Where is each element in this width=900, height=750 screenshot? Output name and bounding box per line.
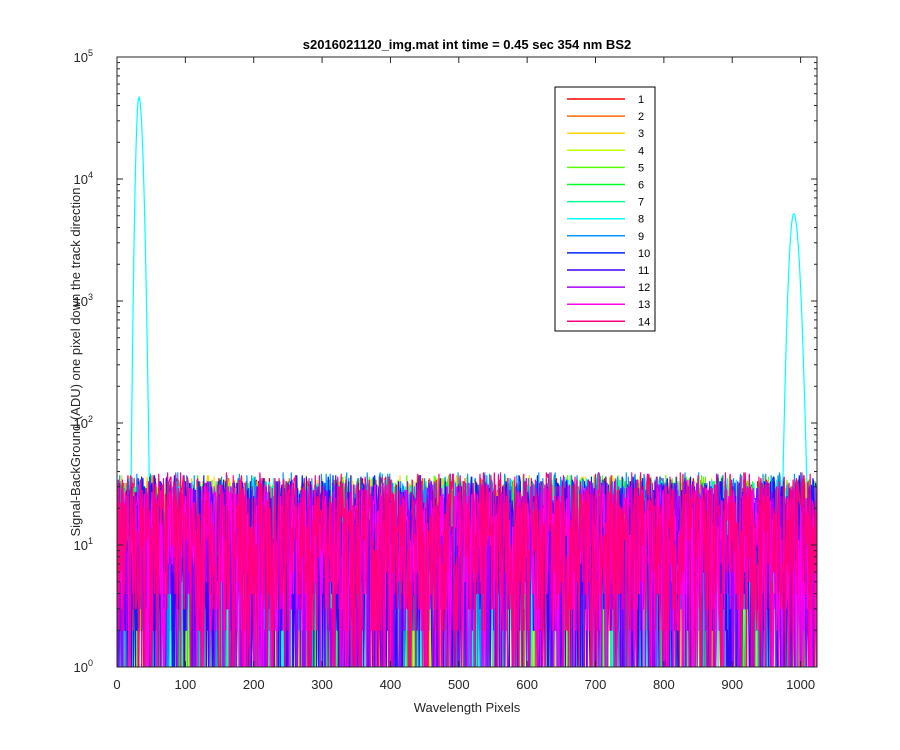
legend-label-12: 12 [638, 282, 650, 294]
y-tick-label: 103 [74, 292, 93, 309]
y-tick-label: 100 [74, 658, 93, 675]
legend-box [554, 86, 656, 332]
x-tick-label: 100 [175, 677, 197, 692]
x-axis-label: Wavelength Pixels [414, 700, 521, 715]
legend-label-3: 3 [638, 128, 644, 140]
x-tick-label: 200 [243, 677, 265, 692]
legend-label-9: 9 [638, 231, 644, 243]
y-tick-label: 104 [74, 170, 93, 187]
legend-label-14: 14 [638, 316, 650, 328]
y-tick-label: 101 [74, 536, 93, 553]
y-tick-label: 105 [74, 48, 93, 65]
legend-label-13: 13 [638, 299, 650, 311]
chart-title: s2016021120_img.mat int time = 0.45 sec … [303, 37, 631, 52]
y-axis-label: Signal-BackGround (ADU) one pixel down t… [68, 187, 83, 536]
x-tick-label: 900 [721, 677, 743, 692]
legend-label-1: 1 [638, 94, 644, 106]
legend-label-8: 8 [638, 214, 644, 226]
legend-label-2: 2 [638, 111, 644, 123]
x-tick-label: 300 [311, 677, 333, 692]
legend-label-10: 10 [638, 248, 650, 260]
plot-frame [116, 56, 818, 668]
axis-ticks: 0 100 200 300 400 500 600 700 800 900 100010010110… [74, 48, 817, 692]
legend-label-4: 4 [638, 145, 644, 157]
y-tick-label: 102 [74, 414, 93, 431]
x-tick-label: 800 [653, 677, 675, 692]
series-layer [117, 96, 817, 667]
series-line-14 [117, 472, 817, 667]
x-tick-label: 600 [516, 677, 538, 692]
legend-label-7: 7 [638, 197, 644, 209]
x-tick-label: 700 [585, 677, 607, 692]
x-tick-label: 0 [113, 677, 120, 692]
legend-label-5: 5 [638, 162, 644, 174]
legend-label-11: 11 [638, 265, 649, 277]
x-tick-label: 500 [448, 677, 470, 692]
x-tick-label: 1000 [786, 677, 815, 692]
x-tick-label: 400 [380, 677, 402, 692]
legend-label-6: 6 [638, 180, 644, 192]
